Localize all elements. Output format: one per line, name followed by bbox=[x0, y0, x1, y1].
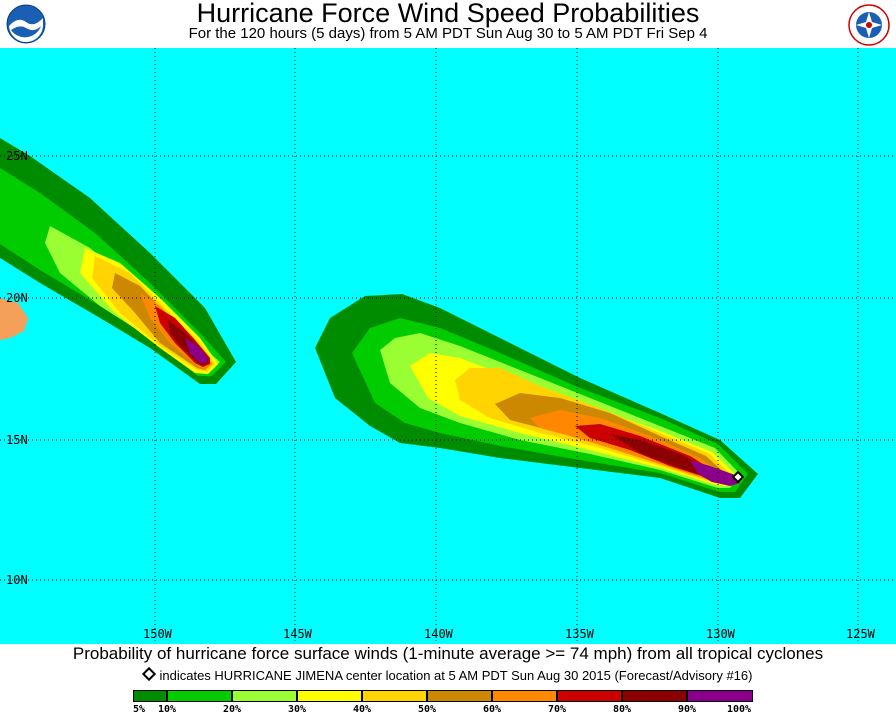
legend-swatch bbox=[232, 690, 297, 702]
legend-tick-label: 70% bbox=[547, 704, 567, 715]
footer: Probability of hurricane force surface w… bbox=[0, 644, 896, 716]
lon-label: 130W bbox=[706, 627, 736, 641]
land-hawaii bbox=[0, 298, 28, 340]
lon-label: 125W bbox=[846, 627, 876, 641]
lat-label: 20N bbox=[6, 291, 28, 305]
legend-swatch bbox=[557, 690, 622, 702]
west-swath-band-10 bbox=[185, 338, 208, 363]
nws-logo-icon bbox=[848, 4, 890, 46]
probability-legend bbox=[133, 690, 753, 702]
legend-swatch bbox=[492, 690, 557, 702]
page-title: Hurricane Force Wind Speed Probabilities bbox=[196, 0, 700, 28]
lat-label: 10N bbox=[6, 573, 28, 587]
legend-tick-label: 40% bbox=[352, 704, 372, 715]
lat-label: 25N bbox=[6, 149, 28, 163]
noaa-logo-icon bbox=[6, 4, 46, 44]
storm-center-marker bbox=[731, 470, 745, 484]
map-caption: Probability of hurricane force surface w… bbox=[72, 644, 824, 663]
legend-swatch bbox=[167, 690, 232, 702]
legend-swatch bbox=[687, 690, 753, 702]
legend-tick-label: 90% bbox=[677, 704, 697, 715]
marker-note: indicates HURRICANE JIMENA center locati… bbox=[0, 666, 896, 683]
legend-tick-label: 10% bbox=[157, 704, 177, 715]
legend-swatch bbox=[622, 690, 687, 702]
lon-label: 140W bbox=[424, 627, 454, 641]
legend-swatch bbox=[297, 690, 362, 702]
lat-label: 15N bbox=[6, 433, 28, 447]
legend-tick-label: 50% bbox=[417, 704, 437, 715]
probability-map: 25N 20N 15N 10N 150W 145W 140W 135W 130W 125W bbox=[0, 48, 896, 644]
lon-label: 135W bbox=[565, 627, 595, 641]
lon-label: 145W bbox=[283, 627, 313, 641]
legend-swatch bbox=[362, 690, 427, 702]
legend-tick-label: 20% bbox=[222, 704, 242, 715]
east-swath-band-10 bbox=[690, 460, 740, 486]
diamond-marker-icon bbox=[141, 666, 156, 682]
legend-tick-label: 100% bbox=[726, 704, 752, 715]
legend-ticks: 5% 10% 20% 30% 40% 50% 60% 70% 80% 90% 100% bbox=[0, 704, 896, 718]
legend-swatch bbox=[133, 690, 167, 702]
legend-tick-label: 5% bbox=[132, 704, 146, 715]
latitude-labels: 25N 20N 15N 10N bbox=[6, 149, 28, 587]
graticule bbox=[0, 48, 896, 644]
page-subtitle: For the 120 hours (5 days) from 5 AM PDT… bbox=[188, 25, 708, 42]
header: Hurricane Force Wind Speed Probabilities… bbox=[0, 0, 896, 48]
legend-tick-label: 30% bbox=[287, 704, 307, 715]
longitude-labels: 150W 145W 140W 135W 130W 125W bbox=[143, 627, 876, 641]
east-swath-band-9 bbox=[610, 434, 716, 478]
lon-label: 150W bbox=[143, 627, 173, 641]
legend-tick-label: 80% bbox=[612, 704, 632, 715]
legend-tick-label: 60% bbox=[482, 704, 502, 715]
legend-swatch bbox=[427, 690, 492, 702]
